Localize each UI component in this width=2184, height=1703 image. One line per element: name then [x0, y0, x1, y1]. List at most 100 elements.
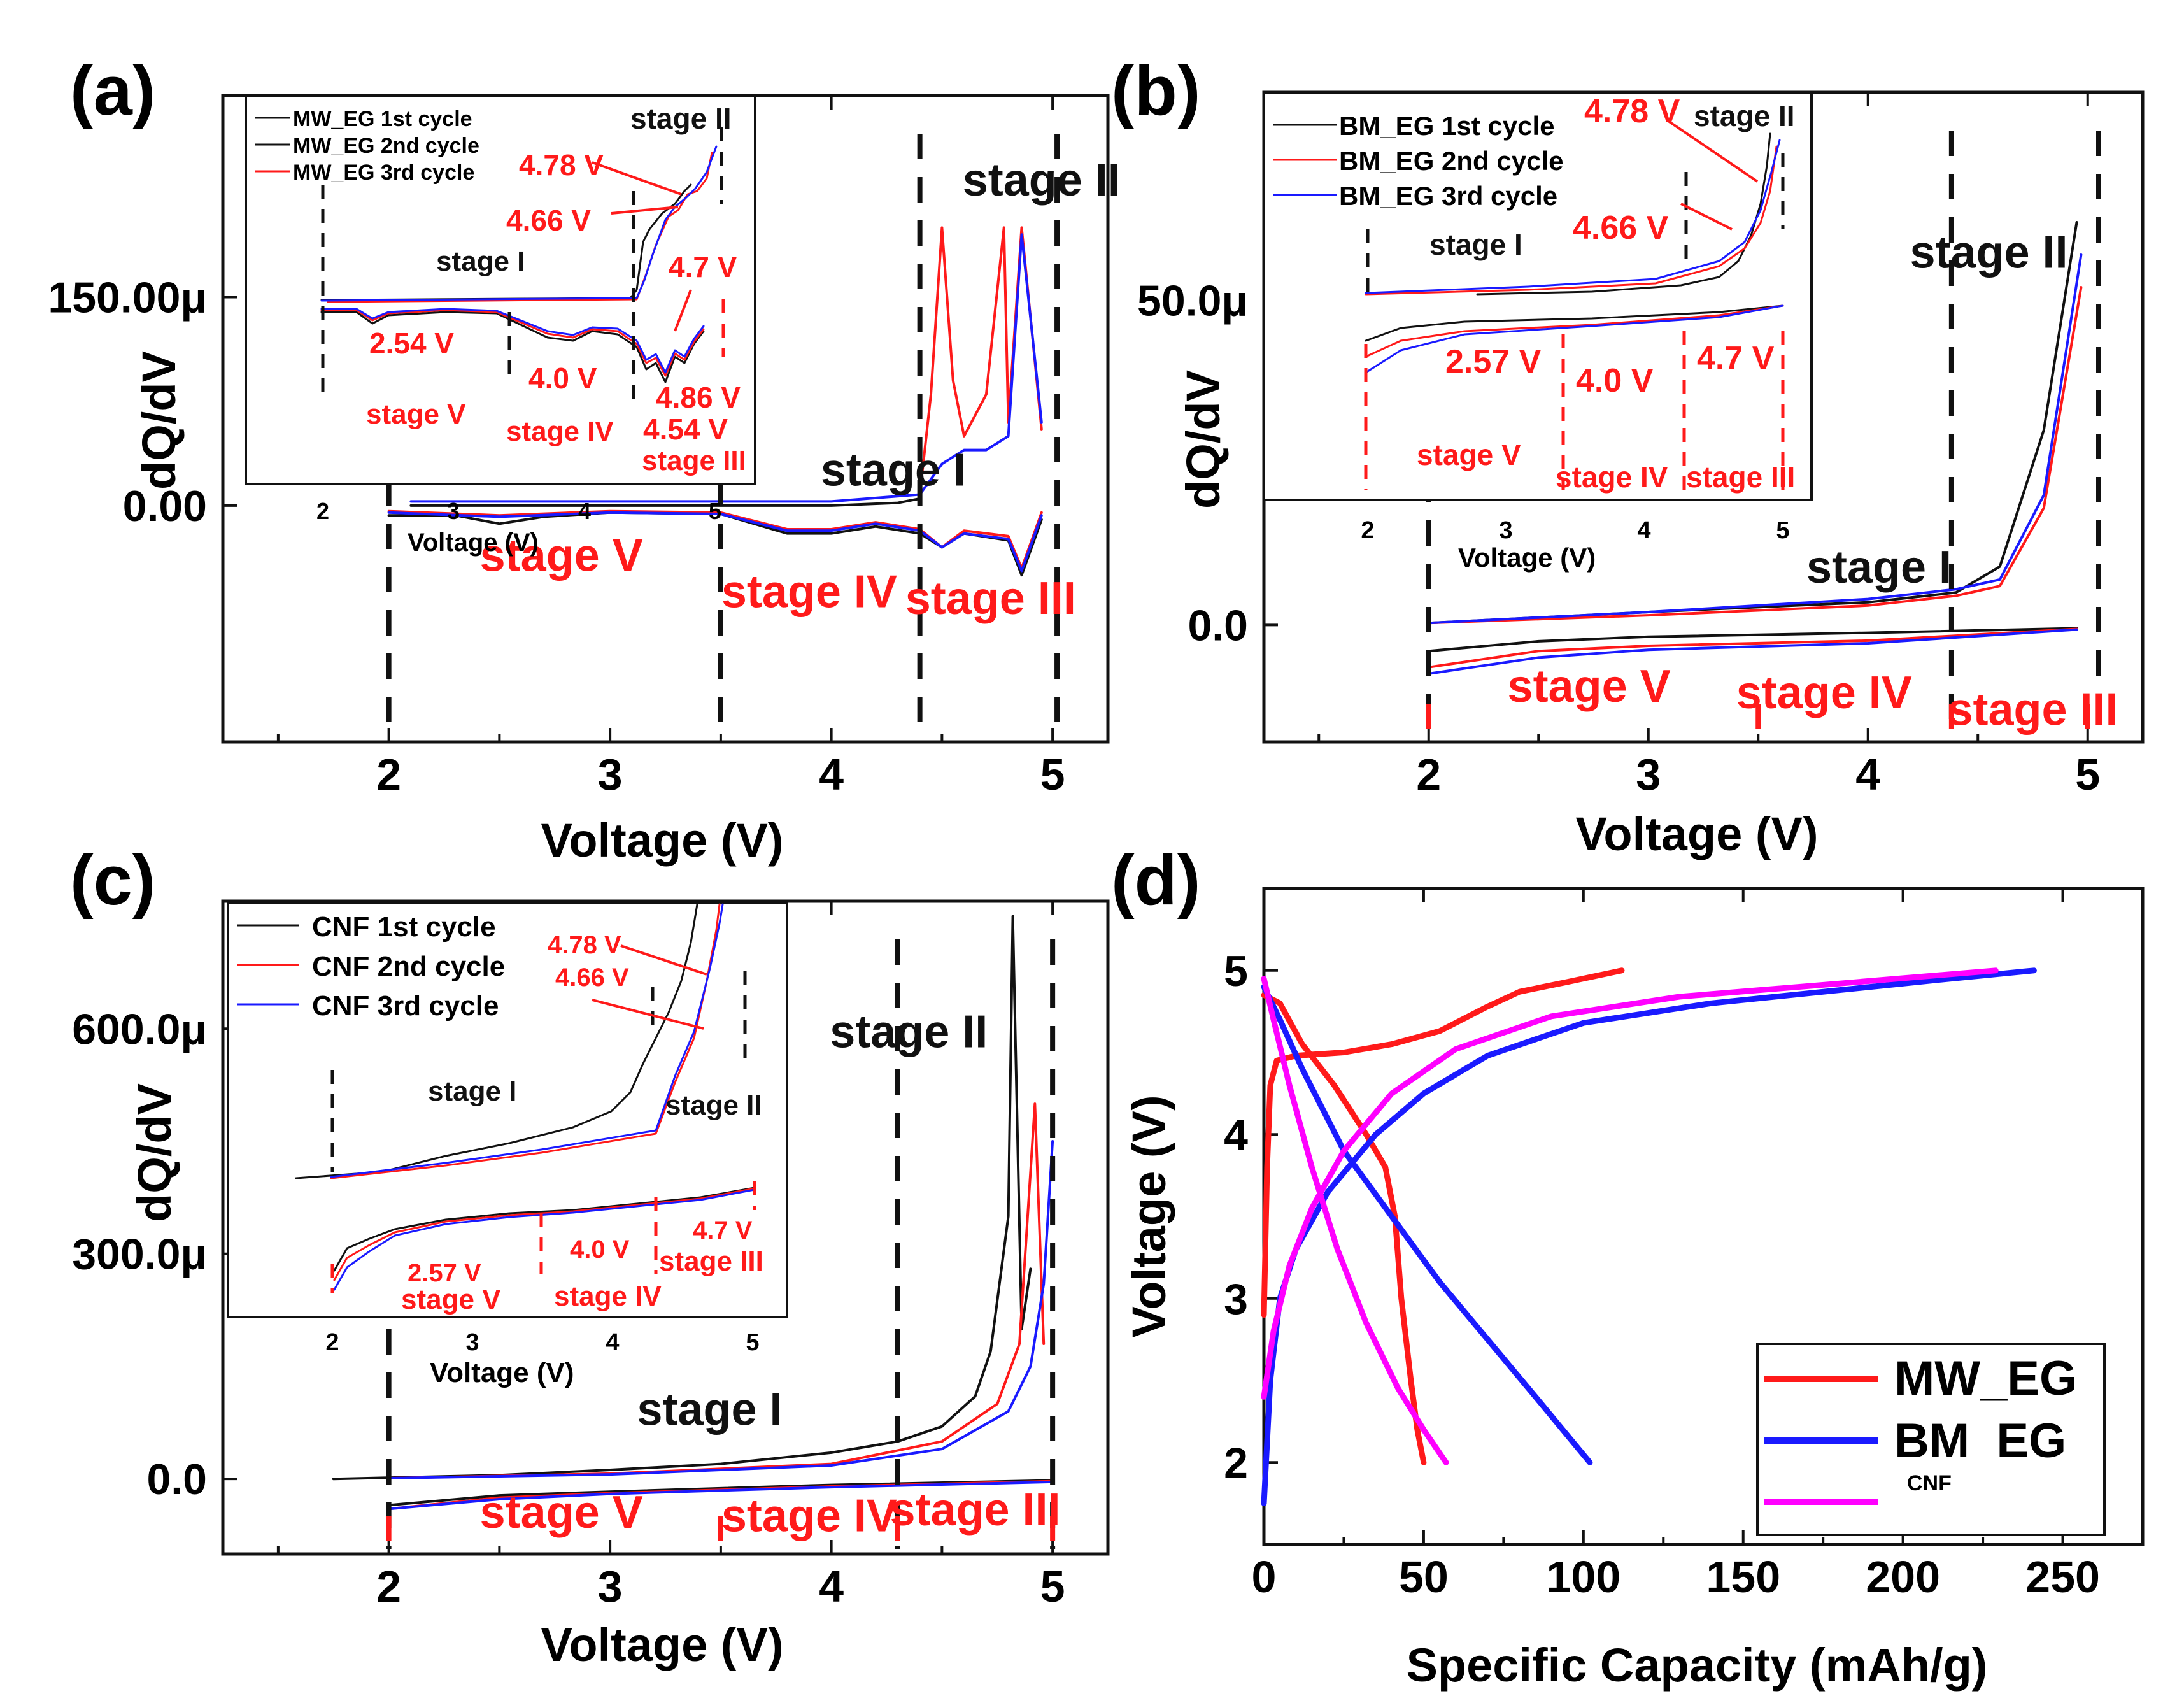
inset-c-legend-entry: CNF 3rd cycle [312, 990, 499, 1022]
y-tick-label: 0.0 [146, 1455, 207, 1504]
inset-b-dis-red [1365, 304, 1784, 358]
panel-d: (d) 0 50 100 150 200 250 2 3 4 5 Specific Capacit… [1111, 841, 2145, 1692]
series-cnf-charge [1261, 967, 1999, 1400]
panel-c-inset: CNF 1st cycle CNF 2nd cycle CNF 3rd cycl… [227, 902, 788, 1388]
inset-b-annotation: stage V [1417, 438, 1521, 471]
y-tick-label: 150.00μ [48, 274, 207, 322]
inset-b-xlabel: Voltage (V) [1458, 543, 1596, 573]
x-tick-label: 5 [1040, 750, 1065, 799]
stage-label: stage III [905, 573, 1076, 624]
inset-c-xtick: 3 [465, 1329, 479, 1356]
y-tick-label: 2 [1224, 1439, 1248, 1487]
inset-a-annotations: stage II 4.78 V 4.66 V stage I 4.7 V 2.5… [366, 102, 746, 476]
x-tick-label: 250 [2025, 1552, 2100, 1602]
panel-c-label: (c) [70, 841, 155, 920]
inset-c-legend-entry: CNF 2nd cycle [312, 951, 505, 982]
series-mw-eg-discharge [1261, 992, 1427, 1465]
inset-a-xtick: 3 [447, 498, 460, 524]
y-tick-label: 3 [1224, 1275, 1248, 1323]
inset-c-xtick: 4 [606, 1329, 619, 1356]
panel-a-label: (a) [70, 52, 155, 130]
panel-b-ylabel: dQ/dV [1177, 370, 1230, 509]
inset-c-xaxis: 2 3 4 5 Voltage (V) [325, 1329, 759, 1388]
inset-a-annotation: stage I [436, 246, 525, 277]
inset-b-annotation: stage I [1429, 228, 1522, 261]
stage-label: stage III [1947, 684, 2118, 735]
y-tick-label: 600.0μ [72, 1005, 207, 1053]
stage-label: stage I [637, 1384, 782, 1435]
series-cnf-discharge [1261, 976, 1449, 1465]
x-tick-label: 100 [1546, 1552, 1620, 1602]
panel-d-label: (d) [1111, 841, 1200, 920]
panel-d-xlabel: Specific Capacity (mAh/g) [1407, 1639, 1988, 1692]
x-tick-label: 3 [598, 750, 623, 799]
x-tick-label: 4 [819, 1562, 844, 1611]
inset-a-annotation: 4.0 V [528, 362, 597, 395]
x-tick-label: 3 [1636, 750, 1661, 799]
panel-a-inset-frame [245, 94, 756, 485]
inset-c-charge-blue [330, 903, 724, 1178]
inset-c-annotation: 4.7 V [693, 1216, 753, 1244]
inset-a-arrow [611, 206, 679, 215]
inset-a-xlabel: Voltage (V) [408, 529, 539, 557]
inset-a-annotation: stage IV [506, 416, 614, 447]
inset-a-xaxis: 2 3 4 5 Voltage (V) [316, 498, 721, 557]
x-tick-label: 200 [1866, 1552, 1940, 1602]
panel-a-ylabel: dQ/dV [132, 351, 185, 490]
stage-label: stage I [821, 445, 966, 495]
inset-c-curves [295, 903, 756, 1291]
inset-b-legend: BM_EG 1st cycle BM_EG 2nd cycle BM_EG 3r… [1273, 111, 1563, 211]
inset-c-dis-red [333, 1187, 756, 1281]
inset-c-arrow [620, 944, 707, 976]
x-tick-label: 50 [1399, 1552, 1449, 1602]
inset-a-dis-black [320, 311, 705, 383]
inset-c-legend: CNF 1st cycle CNF 2nd cycle CNF 3rd cycl… [237, 911, 505, 1022]
inset-b-charge-blue [1365, 139, 1781, 294]
x-tick-label: 150 [1706, 1552, 1780, 1602]
inset-c-dis-blue [333, 1188, 756, 1291]
inset-b-charge-black [1476, 132, 1771, 296]
panel-a-inset: MW_EG 1st cycle MW_EG 2nd cycle MW_EG 3r… [245, 94, 756, 557]
inset-b-legend-entry: BM_EG 2nd cycle [1339, 146, 1563, 176]
inset-b-legend-entry: BM_EG 1st cycle [1339, 111, 1555, 141]
inset-c-annotation: stage III [659, 1246, 763, 1277]
panel-a-xlabel: Voltage (V) [541, 814, 784, 867]
inset-c-annotation: 4.66 V [555, 964, 629, 992]
inset-b-xtick: 4 [1637, 517, 1650, 544]
inset-c-annotation: 4.0 V [570, 1236, 630, 1264]
series-mw-eg-1st-cycle-charge [409, 497, 921, 507]
y-tick-label: 0.00 [123, 482, 207, 531]
inset-a-legend-entry: MW_EG 3rd cycle [293, 160, 474, 185]
y-tick-label: 0.0 [1188, 601, 1248, 650]
inset-a-legend-entry: MW_EG 1st cycle [293, 107, 472, 131]
x-tick-label: 0 [1252, 1552, 1277, 1602]
inset-a-xtick: 4 [578, 498, 591, 524]
inset-a-legend: MW_EG 1st cycle MW_EG 2nd cycle MW_EG 3r… [255, 107, 479, 185]
panel-c-xlabel: Voltage (V) [541, 1618, 784, 1671]
inset-a-xtick: 5 [709, 498, 721, 524]
stage-label: stage I [1806, 542, 1952, 593]
panel-b-xlabel: Voltage (V) [1576, 808, 1819, 860]
inset-b-arrow [1680, 203, 1733, 231]
panel-b-inset-frame [1263, 91, 1813, 501]
inset-c-charge-black [295, 903, 698, 1179]
stage-label: stage V [480, 1487, 643, 1538]
series-cnf-3rd-cycle-charge [387, 1140, 1054, 1479]
inset-b-annotations: 4.78 V stage II 4.66 V stage I 2.57 V 4.… [1417, 93, 1795, 494]
inset-b-arrow [1667, 120, 1759, 183]
panel-b: (b) 2 3 4 5 50.0μ 0.0 stage II stage I stage V st… [1111, 52, 2145, 860]
series-mw-eg-2nd-cycle-discharge [387, 509, 1043, 570]
series-bm-eg-3rd-cycle-charge [1427, 253, 2083, 625]
series-cnf-1st-cycle-charge [332, 915, 1032, 1481]
stage-label: stage V [480, 531, 643, 581]
inset-a-annotation: stage III [642, 445, 746, 476]
x-tick-label: 2 [1416, 750, 1441, 799]
inset-b-annotation: 4.0 V [1576, 362, 1654, 399]
inset-b-curves [1365, 132, 1784, 374]
series-bm-eg-3rd-cycle-discharge [1427, 628, 2078, 675]
inset-a-annotation: 2.54 V [369, 327, 454, 360]
x-tick-label: 2 [376, 1562, 401, 1611]
inset-a-annotation: 4.66 V [506, 204, 591, 237]
